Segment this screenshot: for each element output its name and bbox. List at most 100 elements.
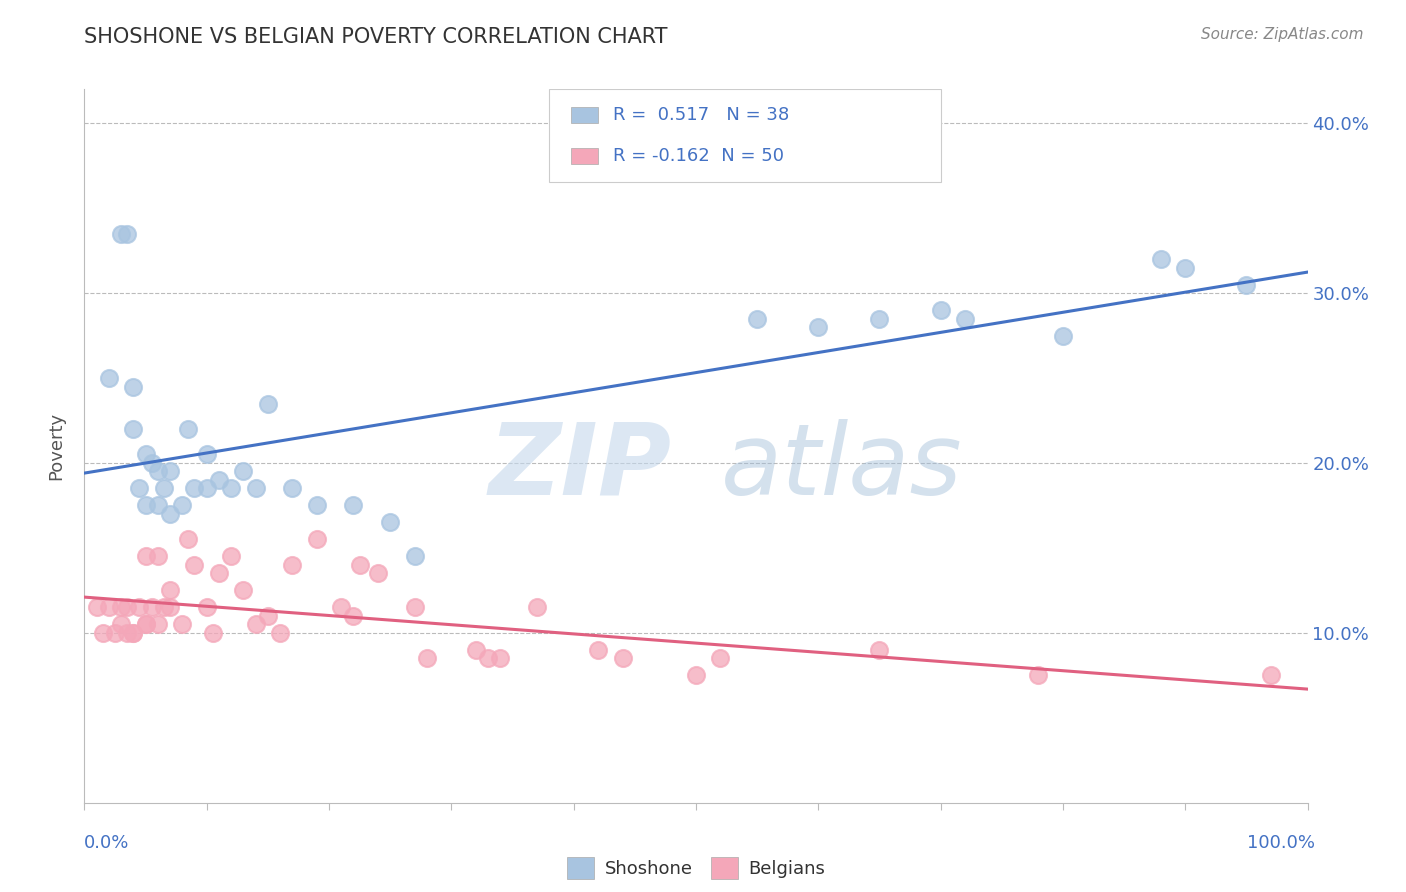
- Text: ZIP: ZIP: [488, 419, 672, 516]
- Point: [219, 549, 242, 564]
- Point: [1052, 328, 1074, 343]
- Point: [135, 549, 157, 564]
- Point: [404, 600, 426, 615]
- Point: [146, 549, 169, 564]
- Point: [330, 600, 353, 615]
- Point: [929, 303, 952, 318]
- Point: [141, 600, 163, 615]
- Point: [342, 608, 364, 623]
- Point: [122, 626, 145, 640]
- Point: [146, 465, 169, 479]
- Point: [172, 499, 194, 513]
- Point: [128, 600, 150, 615]
- Point: [404, 549, 426, 564]
- Point: [115, 227, 138, 241]
- Point: [110, 600, 132, 615]
- Text: 0.0%: 0.0%: [84, 834, 129, 852]
- Point: [208, 473, 231, 487]
- Point: [135, 617, 157, 632]
- Point: [159, 507, 181, 521]
- Point: [195, 600, 218, 615]
- Point: [953, 311, 976, 326]
- Point: [1236, 277, 1258, 292]
- Point: [1028, 668, 1050, 682]
- Point: [269, 626, 291, 640]
- Point: [115, 626, 138, 640]
- Text: 100.0%: 100.0%: [1247, 834, 1315, 852]
- Point: [177, 422, 200, 436]
- Text: atlas: atlas: [720, 419, 962, 516]
- Point: [586, 643, 609, 657]
- Point: [464, 643, 486, 657]
- Y-axis label: Poverty: Poverty: [48, 412, 66, 480]
- Point: [342, 499, 364, 513]
- Point: [159, 600, 181, 615]
- Point: [110, 617, 132, 632]
- Point: [172, 617, 194, 632]
- Text: R =  0.517   N = 38: R = 0.517 N = 38: [613, 106, 789, 124]
- Point: [489, 651, 512, 665]
- Point: [122, 422, 145, 436]
- Point: [807, 320, 830, 334]
- Point: [526, 600, 548, 615]
- Point: [219, 482, 242, 496]
- Point: [195, 482, 218, 496]
- Point: [281, 482, 304, 496]
- Point: [232, 583, 254, 598]
- Point: [91, 626, 114, 640]
- Point: [153, 482, 176, 496]
- Point: [305, 533, 328, 547]
- FancyBboxPatch shape: [550, 89, 941, 182]
- Point: [1260, 668, 1282, 682]
- Point: [201, 626, 224, 640]
- Bar: [571, 107, 598, 123]
- Point: [305, 499, 328, 513]
- Point: [159, 465, 181, 479]
- Point: [97, 600, 120, 615]
- Point: [141, 456, 163, 470]
- Text: SHOSHONE VS BELGIAN POVERTY CORRELATION CHART: SHOSHONE VS BELGIAN POVERTY CORRELATION …: [84, 27, 668, 46]
- Point: [245, 617, 267, 632]
- Text: R = -0.162  N = 50: R = -0.162 N = 50: [613, 147, 783, 165]
- Point: [281, 558, 304, 572]
- Point: [135, 617, 157, 632]
- Point: [367, 566, 389, 581]
- Point: [177, 533, 200, 547]
- Point: [146, 499, 169, 513]
- Point: [128, 482, 150, 496]
- Point: [232, 465, 254, 479]
- Point: [349, 558, 371, 572]
- Point: [135, 448, 157, 462]
- Point: [146, 617, 169, 632]
- Legend: Shoshone, Belgians: Shoshone, Belgians: [560, 850, 832, 887]
- Text: Source: ZipAtlas.com: Source: ZipAtlas.com: [1201, 27, 1364, 42]
- Bar: [571, 148, 598, 164]
- Point: [208, 566, 231, 581]
- Point: [115, 600, 138, 615]
- Point: [1174, 260, 1197, 275]
- Point: [1150, 252, 1173, 266]
- Point: [477, 651, 499, 665]
- Point: [747, 311, 769, 326]
- Point: [135, 499, 157, 513]
- Point: [245, 482, 267, 496]
- Point: [416, 651, 439, 665]
- Point: [380, 516, 402, 530]
- Point: [122, 626, 145, 640]
- Point: [869, 311, 891, 326]
- Point: [183, 482, 205, 496]
- Point: [104, 626, 127, 640]
- Point: [97, 371, 120, 385]
- Point: [869, 643, 891, 657]
- Point: [709, 651, 731, 665]
- Point: [153, 600, 176, 615]
- Point: [122, 379, 145, 393]
- Point: [612, 651, 634, 665]
- Point: [257, 608, 280, 623]
- Point: [110, 227, 132, 241]
- Point: [195, 448, 218, 462]
- Point: [183, 558, 205, 572]
- Point: [257, 396, 280, 410]
- Point: [685, 668, 707, 682]
- Point: [86, 600, 108, 615]
